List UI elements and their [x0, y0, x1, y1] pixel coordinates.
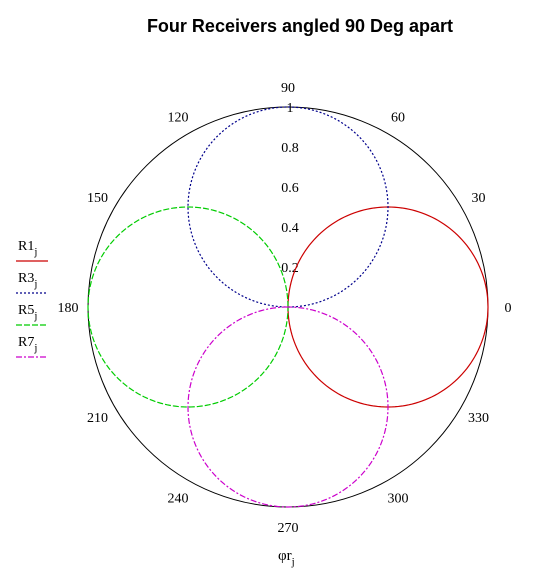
series-line-r3: [187, 106, 389, 308]
legend-label-main: R3: [18, 271, 34, 286]
legend-label-sub: j: [33, 246, 37, 258]
legend-label-sub: j: [33, 278, 37, 290]
legend-label-main: R1: [18, 239, 34, 254]
radial-tick-label: 1: [287, 101, 294, 116]
angular-tick-label: 270: [278, 521, 299, 536]
angular-tick-label: 0: [505, 301, 512, 316]
series-line-r7: [187, 306, 389, 508]
angular-tick-label: 210: [87, 411, 108, 426]
radial-tick-label: 0.8: [281, 141, 299, 156]
chart-title: Four Receivers angled 90 Deg apart: [147, 16, 453, 36]
angular-tick-label: 60: [391, 111, 405, 126]
radial-tick-label: 0.6: [281, 181, 299, 196]
legend-label-sub: j: [33, 310, 37, 322]
x-axis-label-main: φr: [278, 548, 292, 564]
x-axis-label: φrj: [278, 548, 295, 568]
x-axis-label-sub: j: [291, 556, 295, 568]
series-lines: [87, 106, 489, 508]
legend-label-r3: R3j: [18, 271, 37, 290]
legend-label-r7: R7j: [18, 335, 37, 354]
legend-label-sub: j: [33, 342, 37, 354]
series-line-r1: [287, 206, 489, 408]
legend-label-main: R7: [18, 335, 34, 350]
angular-tick-label: 240: [168, 492, 189, 507]
angular-tick-label: 120: [168, 111, 189, 126]
angular-tick-label: 180: [58, 301, 79, 316]
angular-tick-labels: 0 30 60 90 120 150 180 210 240 270 300 330: [58, 81, 512, 536]
angular-tick-label: 330: [468, 411, 489, 426]
angular-tick-label: 90: [281, 81, 295, 96]
angular-tick-label: 150: [87, 191, 108, 206]
radial-tick-label: 0.4: [281, 221, 299, 236]
legend-label-r1: R1j: [18, 239, 37, 258]
radial-tick-labels: 0.20.40.60.81: [281, 101, 299, 276]
series-line-r5: [87, 206, 289, 408]
angular-tick-label: 300: [388, 492, 409, 507]
legend-label-r5: R5j: [18, 303, 37, 322]
legend-label-main: R5: [18, 303, 34, 318]
angular-tick-label: 30: [472, 191, 486, 206]
